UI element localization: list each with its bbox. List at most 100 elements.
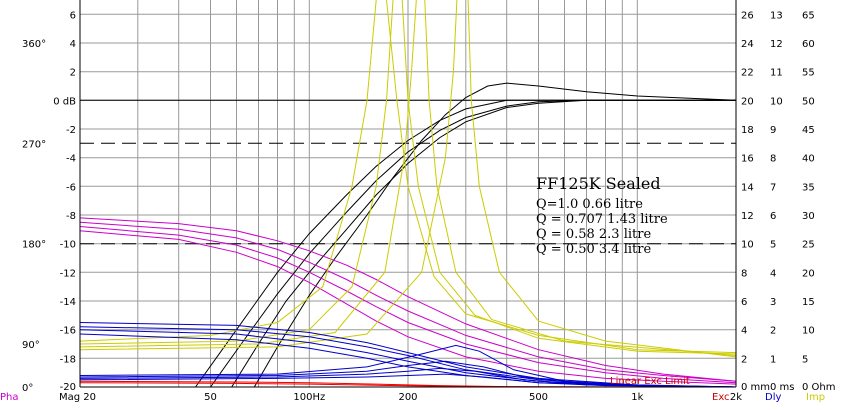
- y-tick-label: -4: [66, 154, 76, 165]
- right-tick-exc: 26: [741, 10, 754, 21]
- right-tick-imp: 40: [802, 154, 815, 165]
- right-tick-exc: 22: [741, 68, 754, 79]
- right-tick-dly: 7: [770, 182, 776, 193]
- right-tick-imp: 5: [802, 354, 808, 365]
- right-tick-imp: 30: [802, 211, 815, 222]
- series-line-magnitude: [231, 99, 736, 388]
- right-tick-imp: 20: [802, 268, 815, 279]
- series-line-phase: [79, 221, 737, 382]
- bottom-legend: Pha Exc Dly Imp: [0, 392, 825, 403]
- right-bottom-exc: 0 mm: [741, 382, 770, 393]
- y-tick-label: -20: [60, 382, 76, 393]
- right-bottom-dly: 0 ms: [770, 382, 795, 393]
- right-tick-dly: 13: [770, 10, 783, 21]
- series-line-impedance: [424, 0, 737, 356]
- phase-legend-label: Pha: [0, 392, 19, 403]
- right-tick-imp: 55: [802, 68, 815, 79]
- annotation-line-2: Q = 0.707 1.43 litre: [536, 212, 668, 227]
- series-line-impedance: [79, 0, 394, 345]
- right-tick-imp: 60: [802, 39, 815, 50]
- x-tick-label: 50: [204, 392, 217, 403]
- y-tick-label: -2: [66, 125, 76, 136]
- y-tick-label: -6: [66, 182, 76, 193]
- right-tick-exc: 10: [741, 240, 754, 251]
- series-lines: [79, 0, 737, 388]
- right-tick-imp: 25: [802, 240, 815, 251]
- y-tick-label: -14: [60, 297, 76, 308]
- y-tick-label: -18: [60, 354, 76, 365]
- y-tick-label: 6: [70, 10, 76, 21]
- right-tick-dly: 9: [770, 125, 776, 136]
- right-tick-dly: 12: [770, 39, 783, 50]
- right-tick-exc: 20: [741, 96, 754, 107]
- right-tick-imp: 10: [802, 326, 815, 337]
- series-line-impedance: [401, 0, 737, 355]
- right-tick-exc: 2: [741, 354, 747, 365]
- exc-legend-label: Exc: [712, 392, 730, 403]
- annotation-line-3: Q = 0.58 2.3 litre: [536, 227, 651, 242]
- series-line-phase: [79, 217, 737, 382]
- annotation-title: FF125K Sealed: [536, 174, 661, 193]
- y-tick-label: 2: [70, 68, 76, 79]
- series-line-phase: [79, 230, 737, 385]
- y-tick-label: -10: [60, 240, 76, 251]
- phase-tick-label: 180°: [22, 240, 46, 251]
- y-tick-label: -12: [60, 268, 76, 279]
- y-tick-label: -16: [60, 326, 76, 337]
- right-tick-exc: 12: [741, 211, 754, 222]
- series-line-excursion: [79, 322, 737, 388]
- right-tick-exc: 14: [741, 182, 754, 193]
- series-line-impedance: [386, 0, 737, 354]
- series-line-magnitude: [210, 99, 736, 388]
- series-line-group-delay: [79, 360, 737, 388]
- right-tick-dly: 4: [770, 268, 776, 279]
- annotation-box: FF125K Sealed Q=1.0 0.66 litre Q = 0.707…: [536, 174, 668, 257]
- series-line-group-delay: [79, 373, 737, 388]
- series-line-impedance: [79, 0, 377, 342]
- right-tick-dly: 3: [770, 297, 776, 308]
- annotation-line-4: Q = 0.50 3.4 litre: [536, 242, 651, 257]
- right-tick-exc: 6: [741, 297, 747, 308]
- series-line-impedance: [79, 0, 417, 348]
- right-tick-exc: 18: [741, 125, 754, 136]
- imp-legend-label: Imp: [806, 392, 825, 403]
- right-tick-dly: 2: [770, 326, 776, 337]
- right-tick-exc: 24: [741, 39, 754, 50]
- series-line-group-delay: [79, 344, 737, 388]
- series-line-impedance: [79, 0, 458, 351]
- series-line-group-delay: [79, 367, 737, 388]
- dly-legend-label: Dly: [765, 392, 781, 403]
- right-tick-imp: 65: [802, 10, 815, 21]
- x-tick-label: 1k: [631, 392, 643, 403]
- right-tick-dly: 11: [770, 68, 783, 79]
- series-line-impedance: [467, 0, 737, 358]
- x-tick-label: 200: [398, 392, 417, 403]
- right-tick-dly: 10: [770, 96, 783, 107]
- phase-tick-label: 270°: [22, 139, 46, 150]
- phase-tick-label: 0°: [22, 383, 33, 394]
- x-tick-label: 100Hz: [293, 392, 325, 403]
- axes: [79, 0, 737, 388]
- right-tick-dly: 6: [770, 211, 776, 222]
- phase-tick-label: 90°: [22, 340, 40, 351]
- right-tick-imp: 45: [802, 125, 815, 136]
- right-tick-exc: 8: [741, 268, 747, 279]
- x-tick-label: Mag 20: [59, 392, 96, 403]
- right-tick-exc: 16: [741, 154, 754, 165]
- x-tick-label: 2k: [730, 392, 742, 403]
- right-tick-imp: 35: [802, 182, 815, 193]
- y-tick-label: 4: [70, 39, 76, 50]
- right-tick-dly: 5: [770, 240, 776, 251]
- right-bottom-imp: 0 Ohm: [802, 382, 836, 393]
- annotation-line-1: Q=1.0 0.66 litre: [536, 197, 643, 212]
- right-tick-imp: 50: [802, 96, 815, 107]
- right-tick-dly: 8: [770, 154, 776, 165]
- linear-exc-limit-label: Linear Exc Limit: [610, 376, 690, 387]
- x-tick-label: 500: [529, 392, 548, 403]
- right-tick-exc: 4: [741, 326, 747, 337]
- series-line-magnitude: [253, 82, 737, 388]
- right-tick-dly: 1: [770, 354, 776, 365]
- right-tick-imp: 15: [802, 297, 815, 308]
